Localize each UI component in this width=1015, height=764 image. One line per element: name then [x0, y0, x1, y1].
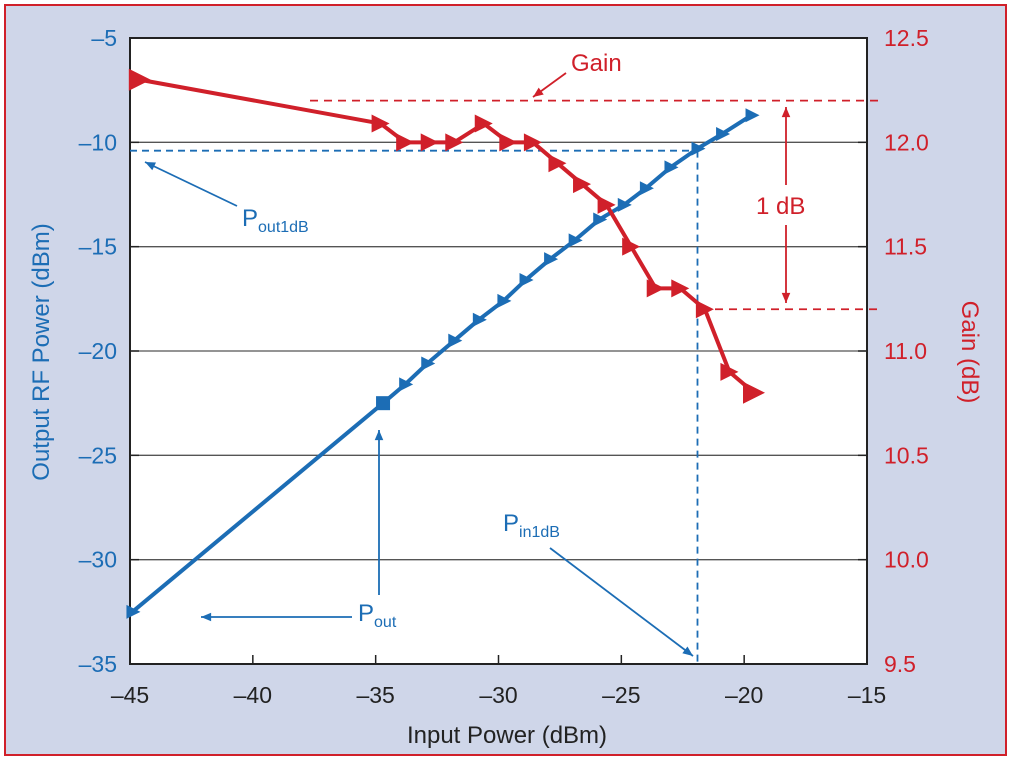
gain-point	[499, 133, 518, 152]
gain-point	[445, 133, 464, 152]
x-axis-label: Input Power (dBm)	[407, 722, 607, 749]
y-right-tick-label: 12.0	[884, 129, 929, 155]
y-left-tick-label: –25	[79, 442, 117, 468]
gain-point	[646, 279, 665, 298]
gain-arrow-head	[533, 87, 544, 97]
y-right-tick-label: 9.5	[884, 651, 916, 677]
y-left-axis-label: Output RF Power (dBm)	[28, 223, 55, 480]
gain-point	[671, 279, 690, 298]
gain-point	[128, 68, 151, 91]
gain-point	[720, 362, 739, 381]
pout1db-arrow	[144, 161, 238, 207]
reference-lines	[130, 72, 878, 664]
y-right-tick-label: 10.5	[884, 442, 929, 468]
y-left-tick-label: –15	[79, 234, 117, 260]
one-db-arrow-up-head	[781, 107, 791, 118]
gain-point	[742, 381, 765, 404]
y-left-tick-label: –10	[79, 129, 117, 155]
pout-point	[472, 312, 487, 327]
pout-point	[519, 273, 534, 288]
pout-point	[399, 377, 414, 392]
one-db-annotation: 1 dB	[756, 193, 805, 220]
x-tick-label: –25	[602, 682, 640, 708]
gain-point	[622, 237, 641, 256]
gain-point	[548, 154, 567, 173]
pout-point	[745, 108, 760, 123]
gain-point	[474, 114, 493, 133]
pout-point	[664, 160, 679, 175]
y-right-axis-label: Gain (dB)	[956, 301, 983, 404]
one-db-arrow-down-head	[781, 292, 791, 303]
pin1db-arrow-head	[682, 646, 693, 656]
pout-point	[568, 233, 583, 248]
pout-point	[376, 396, 391, 411]
gridlines	[130, 141, 867, 561]
y-right-tick-label: 10.0	[884, 547, 929, 573]
y-right-tick-label: 11.0	[884, 338, 927, 364]
y-right-tick-label: 11.5	[884, 234, 927, 260]
y-left-tick-label: –30	[79, 547, 117, 573]
gain-point	[523, 133, 542, 152]
pout1db-annotation: Pout1dB	[242, 205, 309, 236]
gain-annotation: Gain	[571, 50, 622, 77]
gain-point	[573, 175, 592, 194]
pout-annotation: Pout	[358, 600, 397, 631]
x-tick-label: –30	[479, 682, 517, 708]
gain-point	[396, 133, 415, 152]
x-tick-label: –15	[848, 682, 886, 708]
pout-point	[716, 126, 731, 141]
pout-arrow-up-head	[374, 430, 384, 441]
y-left-tick-label: –5	[91, 25, 117, 51]
pout-arrow-left-head	[201, 612, 212, 622]
gain-point	[371, 114, 390, 133]
pout-point	[544, 252, 559, 267]
pout-point	[448, 333, 463, 348]
pout-point	[593, 212, 608, 227]
pout-point	[497, 293, 512, 308]
gain-point	[420, 133, 439, 152]
y-right-tick-label: 12.5	[884, 25, 929, 51]
pout-point	[639, 181, 654, 196]
pout-point	[421, 356, 436, 371]
gain-point	[695, 300, 714, 319]
pout1db-arrow-head	[145, 162, 156, 171]
x-tick-label: –20	[725, 682, 763, 708]
pout-point	[617, 197, 632, 212]
gain-point	[597, 195, 616, 214]
x-tick-label: –45	[111, 682, 149, 708]
y-left-tick-label: –35	[79, 651, 117, 677]
pin1db-annotation: Pin1dB	[503, 510, 560, 541]
pout-point	[691, 141, 706, 156]
x-tick-label: –35	[356, 682, 394, 708]
y-left-tick-label: –20	[79, 338, 117, 364]
x-tick-label: –40	[234, 682, 272, 708]
series-layer	[126, 68, 765, 619]
pin1db-arrow	[549, 547, 694, 657]
pout-point	[126, 604, 141, 619]
axes: –45 –40 –35 –30 –25 –20 –15 –5 –10 –15 –20 –25 –30 –3…	[79, 25, 929, 708]
